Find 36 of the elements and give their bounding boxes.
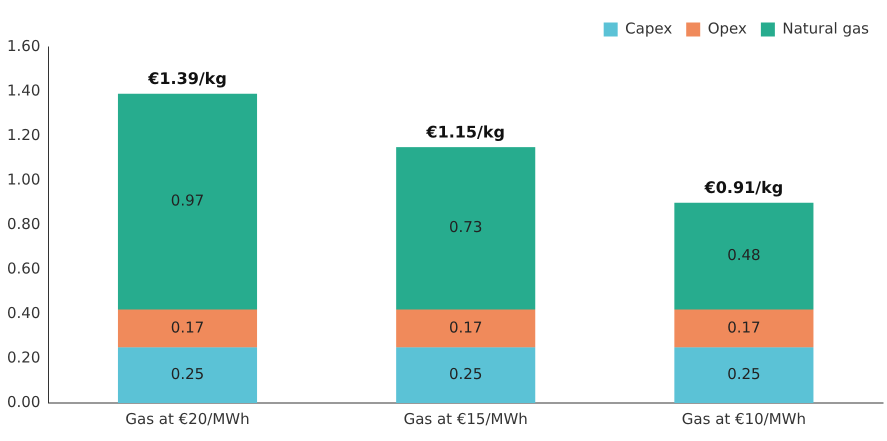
- bar: [118, 347, 258, 403]
- legend-label: Capex: [625, 19, 672, 38]
- bar: [674, 310, 814, 348]
- y-tick-label: 0.00: [6, 392, 40, 411]
- bar: [396, 347, 536, 403]
- x-tick-label: Gas at €20/MWh: [125, 410, 250, 428]
- y-tick-label: 1.20: [6, 126, 40, 144]
- x-tick-label: Gas at €10/MWh: [682, 410, 806, 428]
- y-tick-label: 1.40: [6, 81, 40, 100]
- bar: [396, 310, 536, 348]
- x-tick-label: Gas at €15/MWh: [404, 410, 528, 428]
- data-label: 0.73: [448, 218, 482, 236]
- y-tick-label: 0.80: [6, 214, 40, 233]
- total-label: €1.39/kg: [147, 68, 227, 88]
- total-label: €0.91/kg: [704, 178, 784, 197]
- bar: [674, 202, 814, 310]
- bar: [118, 310, 258, 348]
- data-label: 0.25: [448, 365, 482, 384]
- y-tick-label: 1.60: [6, 36, 40, 55]
- y-tick-label: 0.20: [6, 348, 40, 366]
- bar: [396, 147, 536, 310]
- bar: [674, 347, 814, 403]
- y-tick-label: 0.40: [6, 304, 40, 322]
- data-label: 0.17: [448, 318, 482, 336]
- data-label: 0.17: [727, 318, 761, 336]
- data-label: 0.97: [170, 192, 204, 210]
- legend-label: Natural gas: [782, 19, 870, 38]
- data-label: 0.25: [170, 365, 204, 384]
- y-tick-label: 1.00: [6, 170, 40, 188]
- total-label: €1.15/kg: [425, 122, 505, 142]
- y-tick-label: 0.60: [6, 259, 40, 278]
- legend-label: Opex: [708, 19, 747, 38]
- bar: [118, 94, 258, 310]
- data-label: 0.48: [727, 246, 761, 264]
- data-label: 0.25: [727, 365, 761, 384]
- data-label: 0.17: [170, 318, 204, 336]
